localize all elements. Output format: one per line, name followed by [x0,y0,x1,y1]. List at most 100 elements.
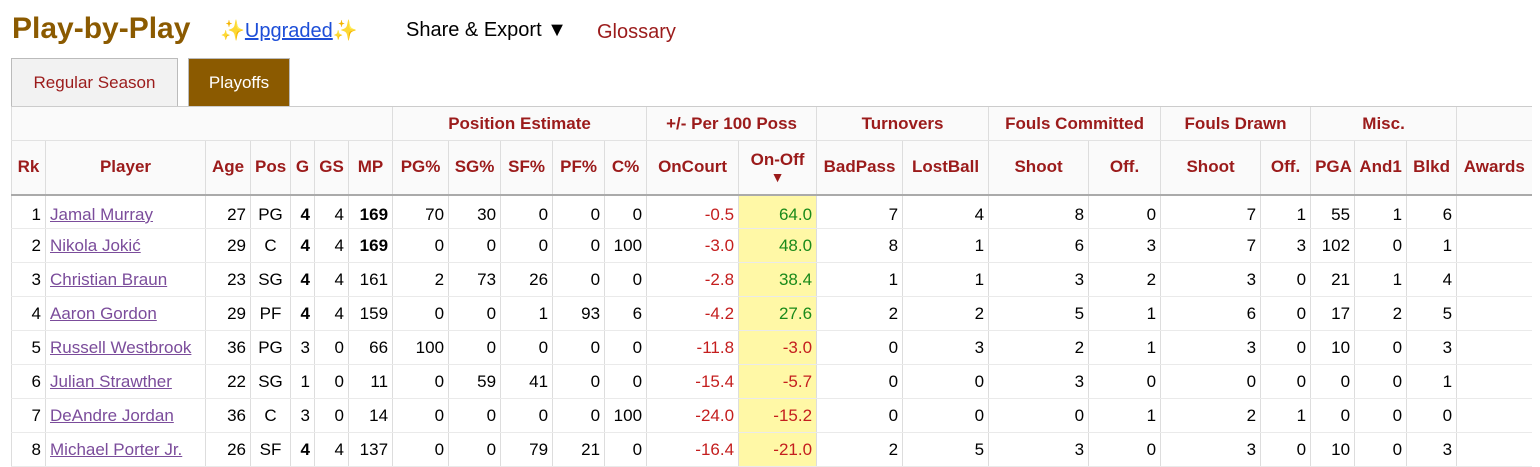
cell-lostball: 2 [902,296,989,331]
player-link[interactable]: Christian Braun [50,269,168,289]
col-header-badpass[interactable]: BadPass [816,140,903,196]
cell-pos: SG [250,262,291,297]
cell-fd-off: 0 [1260,262,1311,297]
cell-fc-off: 1 [1088,330,1161,365]
cell-mp: 161 [347,262,393,297]
player-link[interactable]: Jamal Murray [50,204,153,224]
cell-pg: 70 [392,194,449,229]
col-header-fc-shoot[interactable]: Shoot [988,140,1089,196]
cell-awards [1456,432,1532,467]
col-header-oncourt[interactable]: OnCourt [646,140,739,196]
cell-sf: 0 [500,330,553,365]
cell-blkd: 0 [1406,398,1457,433]
upgraded-link[interactable]: Upgraded [244,20,333,42]
cell-pg: 2 [392,262,449,297]
cell-pf: 0 [552,364,605,399]
col-header-lostball[interactable]: LostBall [902,140,989,196]
cell-badpass: 0 [816,364,903,399]
overheader-turnovers: Turnovers [816,106,989,141]
cell-age: 23 [205,262,251,297]
cell-blkd: 3 [1406,330,1457,365]
col-header-on-off[interactable]: On-Off ▼ [738,140,817,196]
col-header-and1[interactable]: And1 [1354,140,1407,196]
cell-onoff: 38.4 [738,262,817,297]
cell-mp: 66 [347,330,393,365]
overheader-blank [1456,106,1532,141]
cell-and1: 0 [1354,228,1407,263]
cell-fc-off: 2 [1088,262,1161,297]
cell-awards [1456,228,1532,263]
cell-c: 0 [604,364,647,399]
cell-age: 36 [205,330,251,365]
cell-fd-off: 3 [1260,228,1311,263]
player-link[interactable]: Aaron Gordon [50,303,157,323]
col-header-player[interactable]: Player [45,140,206,196]
cell-oncourt: -3.0 [646,228,739,263]
col-header-gs[interactable]: GS [314,140,349,196]
tab-regular-season[interactable]: Regular Season [11,58,178,106]
cell-fc-off: 0 [1088,432,1161,467]
col-header-pos[interactable]: Pos [250,140,291,196]
glossary-link[interactable]: Glossary [597,21,676,43]
cell-fc-shoot: 0 [988,398,1089,433]
cell-fd-shoot: 7 [1160,194,1261,229]
col-header-pg-pct[interactable]: PG% [392,140,449,196]
player-link[interactable]: Russell Westbrook [50,337,192,357]
cell-fc-shoot: 8 [988,194,1089,229]
cell-sf: 79 [500,432,553,467]
col-header-fc-off[interactable]: Off. [1088,140,1161,196]
col-header-c-pct[interactable]: C% [604,140,647,196]
overheader-fouls-drawn: Fouls Drawn [1160,106,1311,141]
cell-gs: 0 [314,330,349,365]
cell-sf: 0 [500,398,553,433]
cell-mp: 137 [347,432,393,467]
overheader-misc: Misc. [1310,106,1457,141]
share-export-menu[interactable]: Share & Export ▼ [406,19,567,41]
cell-fc-shoot: 3 [988,262,1089,297]
cell-pg: 0 [392,228,449,263]
col-header-pf-pct[interactable]: PF% [552,140,605,196]
table-row: 2 Nikola Jokić 29 C 4 4 169 0 0 0 0 100 -3.0 48.0 8 1 6 3… [11,228,1532,263]
cell-rk: 6 [11,364,46,399]
cell-fc-off: 0 [1088,364,1161,399]
cell-c: 0 [604,194,647,229]
cell-and1: 0 [1354,364,1407,399]
col-header-sg-pct[interactable]: SG% [448,140,501,196]
cell-age: 27 [205,194,251,229]
cell-badpass: 8 [816,228,903,263]
player-link[interactable]: Julian Strawther [50,371,172,391]
cell-onoff: 48.0 [738,228,817,263]
tab-playoffs[interactable]: Playoffs [188,58,290,106]
col-header-pga[interactable]: PGA [1310,140,1355,196]
col-header-fd-off[interactable]: Off. [1260,140,1311,196]
cell-pf: 93 [552,296,605,331]
cell-rk: 3 [11,262,46,297]
col-header-mp[interactable]: MP [347,140,393,196]
col-label: On-Off [750,150,805,170]
col-header-g[interactable]: G [290,140,315,196]
cell-fc-off: 1 [1088,398,1161,433]
cell-pga: 10 [1310,330,1355,365]
cell-fc-off: 1 [1088,296,1161,331]
col-header-age[interactable]: Age [205,140,251,196]
player-link[interactable]: Nikola Jokić [50,235,141,255]
player-link[interactable]: DeAndre Jordan [50,405,174,425]
col-header-sf-pct[interactable]: SF% [500,140,553,196]
cell-player: Michael Porter Jr. [45,432,206,467]
cell-player: Nikola Jokić [45,228,206,263]
cell-pf: 0 [552,194,605,229]
cell-rk: 4 [11,296,46,331]
cell-g: 4 [290,296,315,331]
col-header-fd-shoot[interactable]: Shoot [1160,140,1261,196]
col-header-blkd[interactable]: Blkd [1406,140,1457,196]
col-header-rk[interactable]: Rk [11,140,46,196]
player-link[interactable]: Michael Porter Jr. [50,439,183,459]
cell-player: Aaron Gordon [45,296,206,331]
cell-player: Jamal Murray [45,194,206,229]
cell-fd-shoot: 3 [1160,432,1261,467]
cell-gs: 4 [314,262,349,297]
cell-fd-off: 1 [1260,194,1311,229]
cell-onoff: -5.7 [738,364,817,399]
cell-c: 0 [604,330,647,365]
col-header-awards[interactable]: Awards [1456,140,1532,196]
